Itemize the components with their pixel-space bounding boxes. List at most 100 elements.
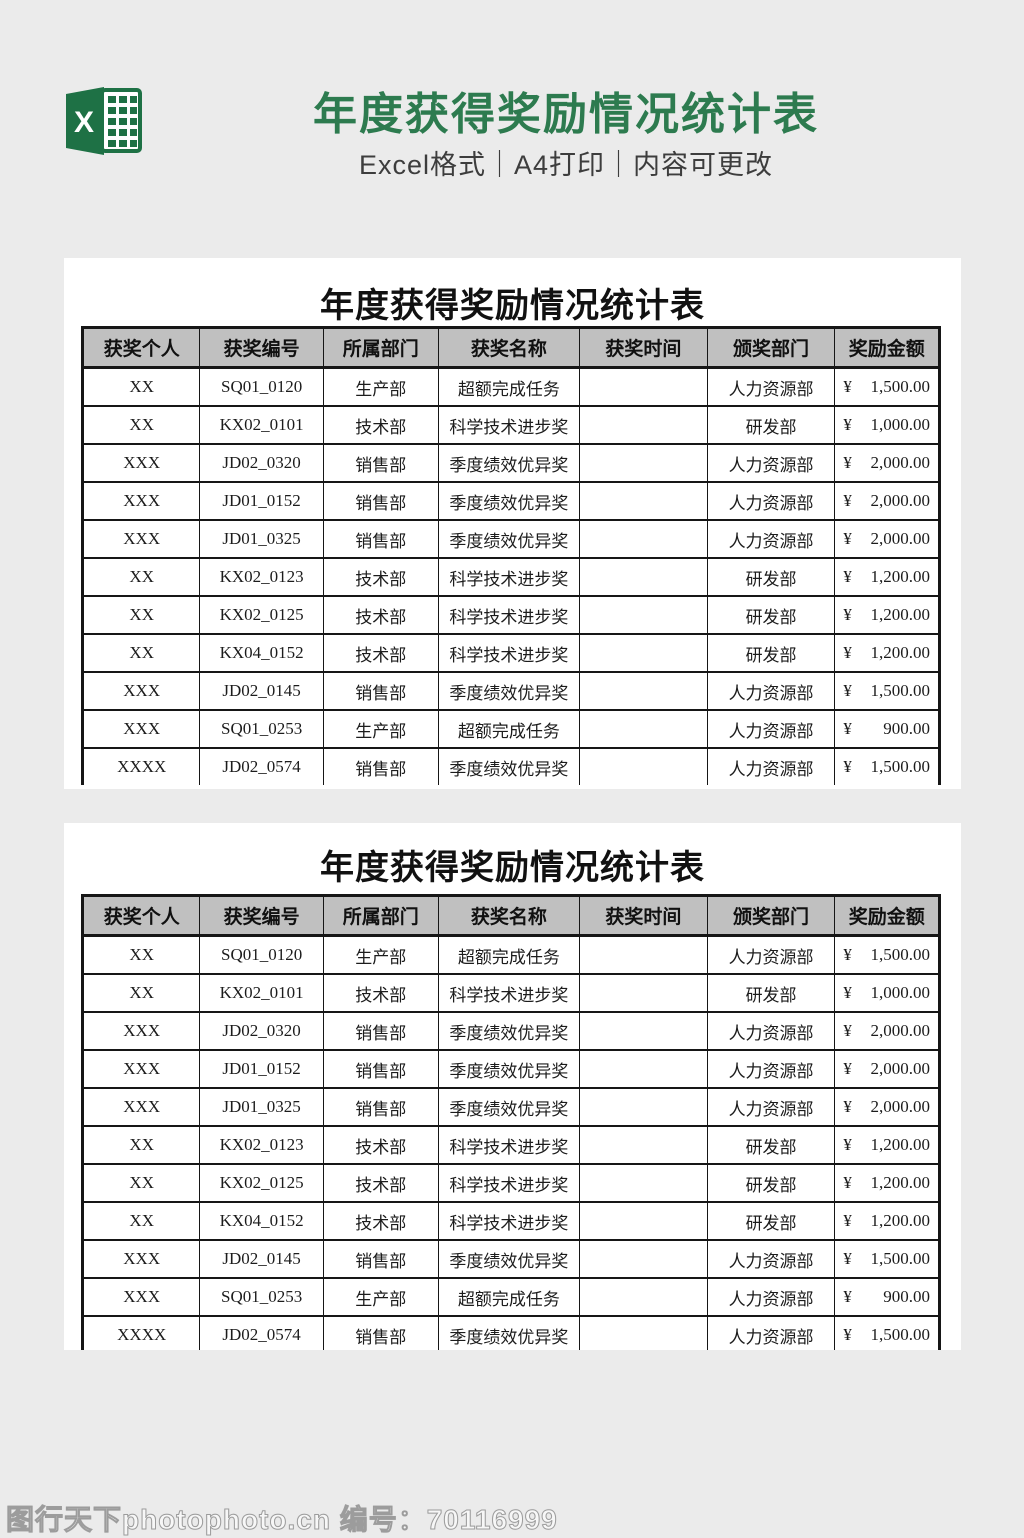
currency-symbol: ¥ [843,757,852,776]
amount-value: 1,200.00 [870,1173,931,1192]
currency-symbol: ¥ [843,1021,852,1040]
cell-person: XX [82,1201,200,1240]
column-header-dept: 所属部门 [322,895,439,937]
cell-issuer: 研发部 [706,1125,835,1164]
table-row: XXXX JD02_0574 销售部 季度绩效优异奖 人力资源部 ¥1,500.00 [82,1315,940,1350]
cell-code: KX02_0125 [199,1163,324,1202]
currency-symbol: ¥ [843,605,852,624]
cell-time [579,1315,708,1350]
cell-time [579,519,708,558]
table-row: XX KX02_0125 技术部 科学技术进步奖 研发部 ¥1,200.00 [82,595,940,634]
cell-code: SQ01_0120 [199,367,324,406]
table-row: XXX JD01_0152 销售部 季度绩效优异奖 人力资源部 ¥2,000.00 [82,1049,940,1088]
cell-award: 科学技术进步奖 [437,595,580,634]
amount-value: 2,000.00 [870,1059,931,1078]
column-header-issuer: 颁奖部门 [706,327,835,369]
column-header-code: 获奖编号 [199,327,324,369]
cell-award: 季度绩效优异奖 [437,1011,580,1050]
cell-award: 超额完成任务 [437,1277,580,1316]
cell-issuer: 研发部 [706,1201,835,1240]
cell-amount: ¥1,200.00 [834,595,940,634]
cell-dept: 技术部 [322,1125,439,1164]
cell-issuer: 人力资源部 [706,1239,835,1278]
column-header-person: 获奖个人 [82,895,200,937]
currency-symbol: ¥ [843,1249,852,1268]
amount-value: 1,500.00 [870,945,931,964]
cell-dept: 销售部 [322,1049,439,1088]
cell-person: XX [82,557,200,596]
table-row: XX KX02_0123 技术部 科学技术进步奖 研发部 ¥1,200.00 [82,1125,940,1164]
cell-amount: ¥900.00 [834,1277,940,1316]
cell-amount: ¥2,000.00 [834,519,940,558]
currency-symbol: ¥ [843,377,852,396]
amount-value: 1,200.00 [870,643,931,662]
cell-code: SQ01_0120 [199,935,324,974]
currency-symbol: ¥ [843,681,852,700]
cell-time [579,1277,708,1316]
cell-issuer: 人力资源部 [706,519,835,558]
amount-value: 1,500.00 [870,1325,931,1344]
amount-value: 1,200.00 [870,1211,931,1230]
cell-award: 超额完成任务 [437,935,580,974]
table-row: XXX JD01_0325 销售部 季度绩效优异奖 人力资源部 ¥2,000.00 [82,1087,940,1126]
cell-award: 季度绩效优异奖 [437,519,580,558]
table-row: XXX JD01_0325 销售部 季度绩效优异奖 人力资源部 ¥2,000.00 [82,519,940,558]
currency-symbol: ¥ [843,1325,852,1344]
amount-value: 2,000.00 [870,491,931,510]
column-header-award: 获奖名称 [437,895,580,937]
cell-dept: 技术部 [322,405,439,444]
preview-card-2: 年度获得奖励情况统计表 获奖个人 获奖编号 所属部门 获奖名称 获奖时间 颁奖部门 奖励金额… [64,823,961,1350]
column-header-code: 获奖编号 [199,895,324,937]
watermark-text: 图行天下photophoto.cn 编号：70116999 [6,1504,558,1536]
cell-person: XXX [82,481,200,520]
cell-code: JD01_0325 [199,519,324,558]
cell-award: 科学技术进步奖 [437,1201,580,1240]
cell-award: 科学技术进步奖 [437,557,580,596]
cell-time [579,1049,708,1088]
cell-person: XX [82,1163,200,1202]
cell-award: 科学技术进步奖 [437,1125,580,1164]
amount-value: 1,000.00 [870,415,931,434]
excel-icon-letter: X [74,106,94,139]
cell-issuer: 人力资源部 [706,1277,835,1316]
cell-time [579,405,708,444]
currency-symbol: ¥ [843,415,852,434]
cell-amount: ¥2,000.00 [834,1087,940,1126]
cell-time [579,1239,708,1278]
cell-code: JD02_0574 [199,747,324,785]
cell-issuer: 人力资源部 [706,367,835,406]
column-header-dept: 所属部门 [322,327,439,369]
table-row: XX KX04_0152 技术部 科学技术进步奖 研发部 ¥1,200.00 [82,633,940,672]
cell-dept: 生产部 [322,709,439,748]
cell-time [579,557,708,596]
cell-time [579,747,708,785]
cell-award: 季度绩效优异奖 [437,671,580,710]
table-row: XXX JD02_0145 销售部 季度绩效优异奖 人力资源部 ¥1,500.00 [82,671,940,710]
amount-value: 2,000.00 [870,453,931,472]
cell-issuer: 研发部 [706,973,835,1012]
cell-award: 科学技术进步奖 [437,1163,580,1202]
amount-value: 2,000.00 [870,1097,931,1116]
cell-issuer: 人力资源部 [706,935,835,974]
cell-amount: ¥1,200.00 [834,633,940,672]
cell-dept: 销售部 [322,1011,439,1050]
cell-award: 季度绩效优异奖 [437,1315,580,1350]
cell-person: XX [82,595,200,634]
table-title: 年度获得奖励情况统计表 [320,850,705,887]
cell-amount: ¥2,000.00 [834,1011,940,1050]
cell-issuer: 人力资源部 [706,1011,835,1050]
amount-value: 1,200.00 [870,605,931,624]
column-header-time: 获奖时间 [579,327,708,369]
amount-value: 2,000.00 [870,529,931,548]
cell-time [579,935,708,974]
cell-dept: 销售部 [322,481,439,520]
cell-person: XXXX [82,1315,200,1350]
cell-amount: ¥1,000.00 [834,973,940,1012]
cell-code: SQ01_0253 [199,1277,324,1316]
cell-person: XX [129,377,154,396]
cell-time [579,633,708,672]
cell-award: 科学技术进步奖 [437,633,580,672]
cell-award: 季度绩效优异奖 [437,1049,580,1088]
cell-person: XXX [82,1011,200,1050]
cell-dept: 生产部 [322,1277,439,1316]
